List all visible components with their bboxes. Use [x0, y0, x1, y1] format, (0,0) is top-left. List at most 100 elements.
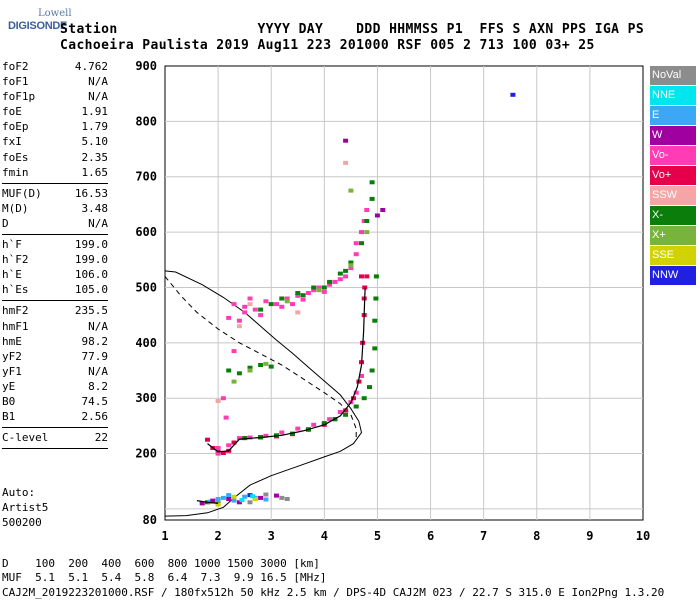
echo-point-w — [199, 501, 205, 506]
echo-point-vo — [359, 274, 364, 279]
param-label: foF1p — [2, 90, 36, 104]
echo-point-e — [207, 499, 213, 504]
param-separator — [2, 234, 108, 236]
plot-frame — [164, 65, 644, 521]
param-b1: B1 2.56 — [2, 410, 108, 425]
echo-point-w — [343, 138, 349, 143]
echo-point-x — [247, 368, 253, 373]
echo-point-vo — [305, 291, 311, 295]
echo-point-vo — [343, 274, 349, 279]
echo-point-x — [361, 396, 367, 401]
param-yf1: yF1 N/A — [2, 365, 108, 380]
legend: NoVal NNE E W Vo- Vo+ SSW X- X+ SSE NNW — [650, 66, 696, 286]
echo-point-vo — [364, 274, 370, 279]
echo-point-x — [348, 260, 354, 265]
legend-item-vo: Vo+ — [650, 166, 696, 185]
echo-point-x — [247, 365, 253, 370]
echo-point-vo — [226, 443, 232, 448]
legend-item-noval: NoVal — [650, 66, 696, 85]
echo-point-x — [337, 271, 343, 276]
param-fmin: fmin 1.65 — [2, 166, 108, 181]
param-value: 2.56 — [81, 410, 109, 424]
echo-point-vo — [236, 318, 242, 323]
x-tick-label: 1 — [161, 529, 168, 543]
echo-point-vo — [220, 451, 226, 455]
param-value: 106.0 — [74, 268, 108, 282]
param-value: 16.53 — [74, 186, 108, 200]
echo-point-vo — [284, 296, 290, 301]
echo-point-e — [263, 497, 269, 502]
echo-point-x — [268, 302, 274, 307]
legend-item-x: X- — [650, 206, 696, 225]
echo-point-x — [316, 288, 322, 293]
param-value: 2.35 — [81, 150, 109, 164]
echo-point-x — [353, 404, 359, 409]
param-value: 5.10 — [81, 135, 109, 149]
echo-point-vo — [353, 390, 359, 395]
echo-point-x — [348, 188, 354, 193]
echo-point-vo — [215, 451, 221, 456]
echo-point-x — [369, 196, 375, 201]
echo-point-vo — [316, 285, 322, 290]
param-label: foE — [2, 105, 22, 119]
echo-point-w — [380, 208, 386, 212]
echo-point-x — [364, 219, 370, 223]
param-separator — [2, 182, 108, 184]
echo-point-x — [284, 299, 290, 304]
param-mufd: MUF(D) 16.53 — [2, 187, 108, 202]
param-label: MUF(D) — [2, 186, 42, 200]
trace-solid — [164, 270, 363, 517]
param-label: hmE — [2, 334, 22, 348]
echo-point-noval — [247, 500, 253, 505]
x-tick-label: 5 — [374, 529, 381, 543]
echo-point-x — [364, 230, 370, 235]
param-label: foF2 — [2, 60, 29, 73]
echo-point-vo — [359, 374, 364, 378]
echo-point-vo — [311, 422, 317, 427]
param-separator — [2, 300, 108, 302]
echo-point-noval — [279, 495, 285, 500]
echo-point-vo — [351, 396, 356, 401]
param-value: 235.5 — [74, 304, 108, 318]
echo-point-vo — [274, 302, 279, 307]
echo-point-vo — [332, 279, 338, 284]
echo-point-x — [231, 379, 237, 384]
artist-code: 500200 — [2, 516, 42, 529]
muf-distance-row: D 100 200 400 600 800 1000 1500 3000 [km… — [2, 557, 320, 570]
param-label: h`F — [2, 238, 22, 252]
echo-point-nne — [239, 498, 245, 503]
param-label: C-level — [2, 431, 49, 445]
param-fof1: foF1 N/A — [2, 75, 108, 90]
echo-point-w — [258, 495, 264, 500]
echo-point-vo — [226, 315, 232, 320]
legend-item-sse: SSE — [650, 246, 696, 265]
echo-point-vo — [205, 437, 210, 442]
echo-point-x — [369, 368, 375, 373]
echo-point-sse — [231, 494, 237, 499]
echo-point-ssw — [236, 324, 242, 329]
param-label: fmin — [2, 165, 29, 179]
param-value: 1.91 — [81, 105, 109, 119]
trace-vo-fit — [207, 287, 366, 453]
param-he: h`E 106.0 — [2, 268, 108, 283]
echo-point-w — [274, 493, 279, 498]
param-label: h`F2 — [2, 253, 29, 267]
echo-point-x — [242, 436, 248, 441]
param-value: 105.0 — [74, 283, 108, 297]
param-label: h`E — [2, 268, 22, 282]
echo-point-sse — [215, 502, 221, 507]
legend-item-nne: NNE — [650, 86, 696, 105]
echo-point-vo — [359, 230, 364, 235]
echo-point-x — [268, 364, 274, 369]
echo-point-vo — [290, 302, 295, 307]
param-separator — [2, 448, 108, 450]
echo-point-x — [279, 296, 285, 301]
echo-point-vo — [258, 313, 264, 318]
y-tick-label: 500 — [135, 280, 157, 294]
param-label: yE — [2, 379, 16, 393]
param-hf2: h`F2 199.0 — [2, 253, 108, 268]
echo-point-ssw — [215, 399, 221, 403]
echo-point-x — [367, 385, 372, 390]
header-line2: Cachoeira Paulista 2019 Aug11 223 201000… — [60, 38, 595, 53]
